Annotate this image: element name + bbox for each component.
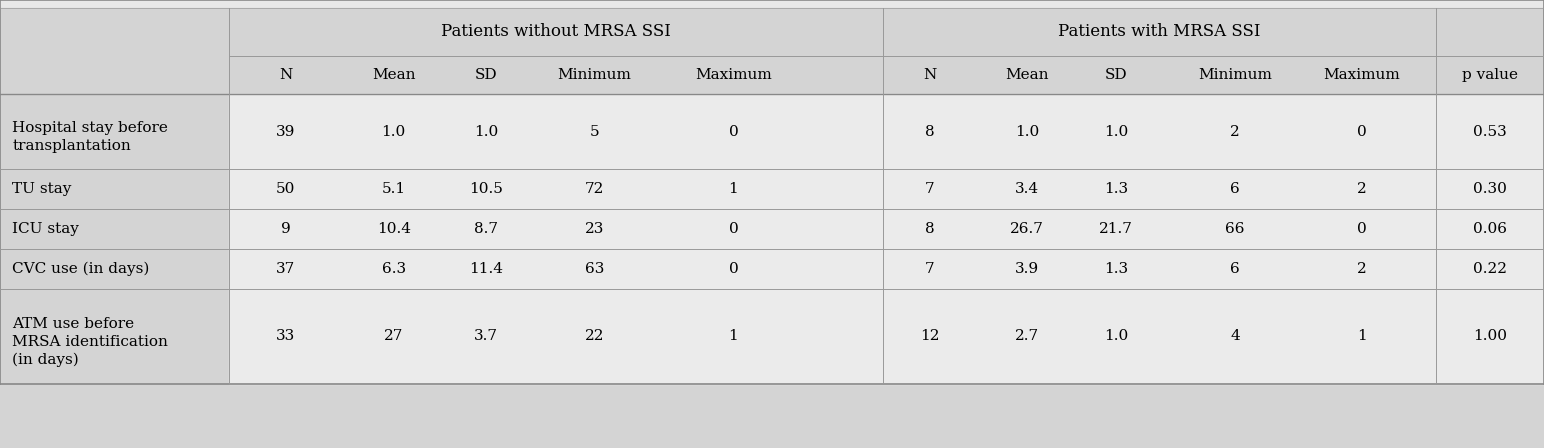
Text: 1.0: 1.0	[381, 125, 406, 138]
Text: Mean: Mean	[1005, 68, 1048, 82]
Text: 2: 2	[1231, 125, 1240, 138]
Text: 1.0: 1.0	[1104, 329, 1129, 344]
Text: Minimum: Minimum	[557, 68, 631, 82]
Text: 0: 0	[729, 262, 738, 276]
Text: 66: 66	[1226, 222, 1244, 236]
Bar	[0, 8, 1544, 384]
Text: 1: 1	[729, 329, 738, 344]
Text: Minimum: Minimum	[1198, 68, 1272, 82]
Text: 50: 50	[276, 182, 295, 196]
Text: 33: 33	[276, 329, 295, 344]
Text: 37: 37	[276, 262, 295, 276]
Text: MRSA identification: MRSA identification	[12, 335, 168, 349]
Text: 7: 7	[925, 262, 934, 276]
Text: 2.7: 2.7	[1014, 329, 1039, 344]
Text: 2: 2	[1357, 182, 1366, 196]
Text: 5: 5	[590, 125, 599, 138]
Text: 0.06: 0.06	[1473, 222, 1507, 236]
Text: 0: 0	[729, 125, 738, 138]
Text: 2: 2	[1357, 262, 1366, 276]
Text: Maximum: Maximum	[695, 68, 772, 82]
Text: 3.9: 3.9	[1014, 262, 1039, 276]
Text: 1: 1	[1357, 329, 1366, 344]
Text: ICU stay: ICU stay	[12, 222, 79, 236]
Text: 21.7: 21.7	[1099, 222, 1133, 236]
Text: SD: SD	[476, 68, 497, 82]
Text: 4: 4	[1231, 329, 1240, 344]
Text: 12: 12	[920, 329, 939, 344]
Text: 8: 8	[925, 125, 934, 138]
Text: 1.0: 1.0	[474, 125, 499, 138]
Text: 1.0: 1.0	[1104, 125, 1129, 138]
Text: 5.1: 5.1	[381, 182, 406, 196]
Text: 3.4: 3.4	[1014, 182, 1039, 196]
Text: p value: p value	[1462, 68, 1518, 82]
Text: 6: 6	[1231, 182, 1240, 196]
Text: N: N	[279, 68, 292, 82]
Text: Patients with MRSA SSI: Patients with MRSA SSI	[1058, 23, 1261, 40]
Text: 0.22: 0.22	[1473, 262, 1507, 276]
Text: 11.4: 11.4	[469, 262, 503, 276]
Text: SD: SD	[1106, 68, 1127, 82]
Text: 1: 1	[729, 182, 738, 196]
Text: ATM use before: ATM use before	[12, 317, 134, 331]
Text: 7: 7	[925, 182, 934, 196]
Text: 0: 0	[729, 222, 738, 236]
Text: 26.7: 26.7	[1010, 222, 1044, 236]
Text: 22: 22	[585, 329, 604, 344]
Text: 3.7: 3.7	[474, 329, 499, 344]
Text: 1.00: 1.00	[1473, 329, 1507, 344]
Text: Hospital stay before: Hospital stay before	[12, 121, 168, 135]
Text: 1.3: 1.3	[1104, 182, 1129, 196]
Text: transplantation: transplantation	[12, 139, 131, 153]
Text: (in days): (in days)	[12, 353, 79, 367]
Text: CVC use (in days): CVC use (in days)	[12, 262, 150, 276]
Text: 0.30: 0.30	[1473, 182, 1507, 196]
Bar	[0, 0, 1544, 8]
Text: 1.0: 1.0	[1014, 125, 1039, 138]
Text: 27: 27	[384, 329, 403, 344]
Text: N: N	[923, 68, 936, 82]
Text: 0: 0	[1357, 222, 1366, 236]
Text: 39: 39	[276, 125, 295, 138]
Text: TU stay: TU stay	[12, 182, 71, 196]
Text: 72: 72	[585, 182, 604, 196]
Text: 8.7: 8.7	[474, 222, 499, 236]
Text: 0.53: 0.53	[1473, 125, 1507, 138]
Text: 23: 23	[585, 222, 604, 236]
Text: 6: 6	[1231, 262, 1240, 276]
Bar	[229, 94, 1544, 384]
Text: 6.3: 6.3	[381, 262, 406, 276]
Text: 8: 8	[925, 222, 934, 236]
Text: Patients without MRSA SSI: Patients without MRSA SSI	[442, 23, 670, 40]
Text: Maximum: Maximum	[1323, 68, 1400, 82]
Text: 0: 0	[1357, 125, 1366, 138]
Text: Mean: Mean	[372, 68, 415, 82]
Text: 63: 63	[585, 262, 604, 276]
Text: 10.4: 10.4	[377, 222, 411, 236]
Text: 9: 9	[281, 222, 290, 236]
Text: 1.3: 1.3	[1104, 262, 1129, 276]
Text: 10.5: 10.5	[469, 182, 503, 196]
